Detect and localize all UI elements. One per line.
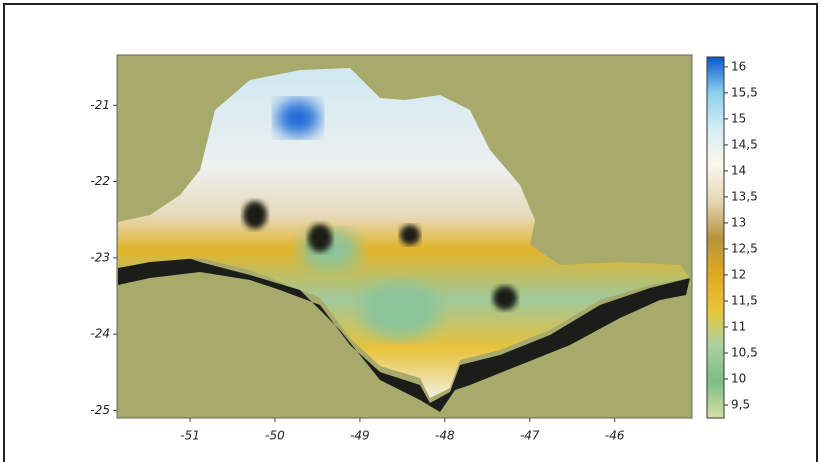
x-tick-label: -50 (265, 429, 285, 443)
x-tick-label: -51 (180, 429, 200, 443)
colorbar-tick-label: 16 (731, 59, 746, 73)
colorbar-tick-label: 12,5 (731, 241, 758, 255)
colorbar-scale (706, 56, 725, 419)
surface-dark (400, 225, 420, 245)
surface-peak (276, 100, 320, 136)
y-tick-label: -21 (90, 98, 110, 112)
frame (3, 3, 818, 462)
y-tick-label: -22 (90, 174, 110, 188)
x-tick-label: -49 (350, 429, 370, 443)
surface-low (360, 282, 440, 338)
surface-dark (493, 286, 517, 310)
colorbar-tick-label: 14,5 (731, 137, 758, 151)
colorbar-tick-label: 12 (731, 267, 746, 281)
colorbar-tick-label: 13,5 (731, 189, 758, 203)
colorbar-tick-label: 10,5 (731, 345, 758, 359)
colorbar-tick-label: 9,5 (731, 397, 750, 411)
colorbar-tick-label: 15 (731, 111, 746, 125)
colorbar: 9,5 10 10,5 11 11,5 12 12,5 13 13,5 14 14,5 15 15,5 1… (706, 56, 758, 419)
surface-dark (308, 224, 332, 252)
colorbar-tick-label: 11,5 (731, 293, 758, 307)
colorbar-tick-label: 14 (731, 163, 746, 177)
y-tick-label: -25 (90, 403, 110, 417)
y-tick-label: -23 (90, 250, 110, 264)
y-tick-label: -24 (90, 327, 110, 341)
surface-dark (243, 201, 267, 229)
colorbar-tick-label: 15,5 (731, 85, 758, 99)
colorbar-tick-label: 13 (731, 215, 746, 229)
x-tick-label: -47 (520, 429, 540, 443)
x-tick-label: -48 (435, 429, 455, 443)
x-tick-label: -46 (605, 429, 625, 443)
colorbar-tick-label: 11 (731, 319, 746, 333)
surface-shadow (118, 245, 690, 412)
colorbar-tick-label: 10 (731, 371, 746, 385)
surface-map (118, 68, 690, 412)
